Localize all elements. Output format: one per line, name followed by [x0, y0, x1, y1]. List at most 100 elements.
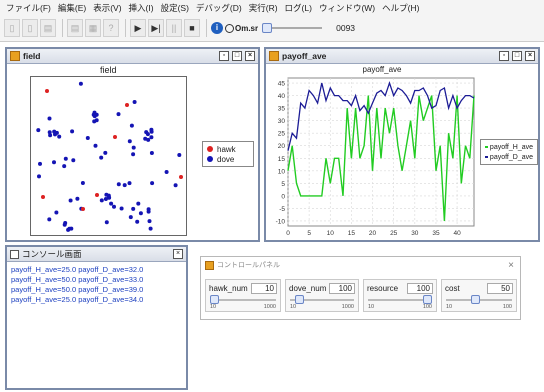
- slider-min: 10: [290, 304, 297, 310]
- hawk-agent: [81, 207, 85, 211]
- copy-button[interactable]: ▤: [67, 19, 83, 37]
- slider-thumb[interactable]: [294, 295, 304, 304]
- open-file-button[interactable]: ▯: [22, 19, 38, 37]
- field-window-titlebar[interactable]: field ▫ □ ×: [7, 49, 258, 64]
- slider-min: 10: [368, 304, 375, 310]
- x-tick-label: 30: [411, 230, 419, 237]
- menu-bar: ファイル(F) 編集(E) 表示(V) 挿入(I) 設定(S) デバッグ(D) …: [0, 0, 544, 15]
- minimize-icon[interactable]: ▫: [219, 51, 229, 61]
- toolbar-separator: [62, 19, 63, 37]
- menu-settings[interactable]: 設定(S): [160, 2, 189, 13]
- dove-agent: [70, 129, 75, 134]
- dove-agent: [63, 156, 68, 161]
- menu-view[interactable]: 表示(V): [93, 2, 122, 13]
- dove-agent: [66, 227, 71, 232]
- hawk-num-track[interactable]: [210, 295, 276, 304]
- slider-min: 10: [446, 304, 453, 310]
- dove-num-value[interactable]: 100: [329, 282, 355, 294]
- step-button[interactable]: ▶|: [148, 19, 164, 37]
- hawk-agent: [179, 175, 183, 179]
- info-icon[interactable]: i: [211, 22, 223, 34]
- cost-track[interactable]: [446, 295, 512, 304]
- pause-button[interactable]: ||: [166, 19, 182, 37]
- slider-thumb[interactable]: [471, 295, 481, 304]
- hawk-num-value[interactable]: 10: [251, 282, 277, 294]
- stop-button[interactable]: ■: [184, 19, 200, 37]
- maximize-icon[interactable]: □: [232, 51, 242, 61]
- y-tick-label: 5: [281, 181, 285, 188]
- menu-debug[interactable]: デバッグ(D): [195, 2, 242, 13]
- console-window[interactable]: コンソール画面 × payoff_H_ave=25.0 payoff_D_ave…: [5, 245, 188, 390]
- field-window-body: field hawk dove: [7, 64, 258, 240]
- hawk-agent: [125, 103, 129, 107]
- field-scatter: [36, 81, 183, 232]
- field-window-title: field: [23, 51, 41, 61]
- menu-edit[interactable]: 編集(E): [57, 2, 87, 13]
- field-window[interactable]: field ▫ □ × field hawk dove: [5, 47, 260, 242]
- menu-window[interactable]: ウィンドウ(W): [318, 2, 376, 13]
- y-tick-label: 15: [278, 156, 286, 163]
- maximize-icon[interactable]: □: [512, 51, 522, 61]
- console-window-icon: [10, 249, 19, 259]
- speed-slider[interactable]: [262, 23, 323, 33]
- dove-agent: [128, 215, 133, 220]
- control-panel-titlebar[interactable]: コントロールパネル ×: [201, 257, 520, 273]
- dove-agent: [116, 112, 121, 117]
- dove-agent: [48, 133, 53, 138]
- grid-button[interactable]: ▦: [85, 19, 101, 37]
- window-icon: [269, 51, 279, 61]
- minimize-icon[interactable]: ▫: [499, 51, 509, 61]
- dove-agent: [122, 183, 127, 188]
- save-button[interactable]: ▤: [40, 19, 56, 37]
- control-panel[interactable]: コントロールパネル × hawk_num 10 10 1000 dove_num 10…: [200, 256, 521, 320]
- resource-slider: resource 100 10 100: [363, 279, 437, 312]
- dove-agent: [164, 170, 169, 174]
- slider-thumb[interactable]: [423, 295, 432, 304]
- menu-run[interactable]: 実行(R): [248, 2, 278, 13]
- resource-value[interactable]: 100: [407, 282, 433, 294]
- dove-agent: [94, 112, 99, 117]
- hawk-marker: [207, 146, 213, 152]
- dove-agent: [149, 127, 154, 132]
- dove-agent: [116, 182, 121, 187]
- menu-log[interactable]: ログ(L): [284, 2, 312, 13]
- new-file-button[interactable]: ▯: [4, 19, 20, 37]
- close-icon[interactable]: ×: [245, 51, 255, 61]
- help-button[interactable]: ?: [103, 19, 119, 37]
- slider-max: 100: [422, 304, 432, 310]
- payoff-window-titlebar[interactable]: payoff_ave ▫ □ ×: [266, 49, 538, 64]
- play-button[interactable]: ▶: [130, 19, 146, 37]
- dove-num-track[interactable]: [290, 295, 354, 304]
- dove-agent: [131, 152, 136, 157]
- dove-agent: [148, 226, 153, 231]
- y-tick-label: 30: [278, 118, 286, 125]
- dove-agent: [47, 130, 52, 135]
- slider-max: 1000: [341, 304, 354, 310]
- slider-thumb[interactable]: [210, 295, 219, 304]
- close-icon[interactable]: ×: [508, 259, 514, 271]
- pause-icon: ||: [171, 23, 177, 33]
- menu-insert[interactable]: 挿入(I): [128, 2, 154, 13]
- y-tick-label: 35: [278, 106, 286, 113]
- hawk-agent: [45, 89, 49, 93]
- console-line: payoff_H_ave=25.0 payoff_D_ave=32.0: [11, 265, 144, 274]
- slider-max: 100: [502, 304, 512, 310]
- resource-track[interactable]: [368, 295, 432, 304]
- dove-agent: [68, 198, 73, 203]
- menu-file[interactable]: ファイル(F): [6, 2, 51, 13]
- x-tick-label: 5: [307, 230, 311, 237]
- console-window-titlebar[interactable]: コンソール画面 ×: [7, 247, 186, 262]
- dove-agent: [119, 206, 124, 211]
- close-icon[interactable]: ×: [525, 51, 535, 61]
- x-tick-label: 20: [369, 230, 377, 237]
- resource-label: resource: [367, 283, 399, 293]
- speed-slider-thumb[interactable]: [262, 23, 273, 33]
- console-line: payoff_H_ave=50.0 payoff_D_ave=39.0: [11, 285, 144, 294]
- cost-value[interactable]: 50: [487, 282, 513, 294]
- menu-help[interactable]: ヘルプ(H): [382, 2, 420, 13]
- grid-icon: ▦: [88, 22, 98, 33]
- close-icon[interactable]: ×: [173, 249, 183, 259]
- console-body: payoff_H_ave=25.0 payoff_D_ave=32.0 payo…: [7, 262, 186, 388]
- dove-agent: [149, 151, 154, 155]
- payoff-window[interactable]: payoff_ave ▫ □ × payoff_ave -10 -5 0 5 10 15 20 2…: [264, 47, 540, 242]
